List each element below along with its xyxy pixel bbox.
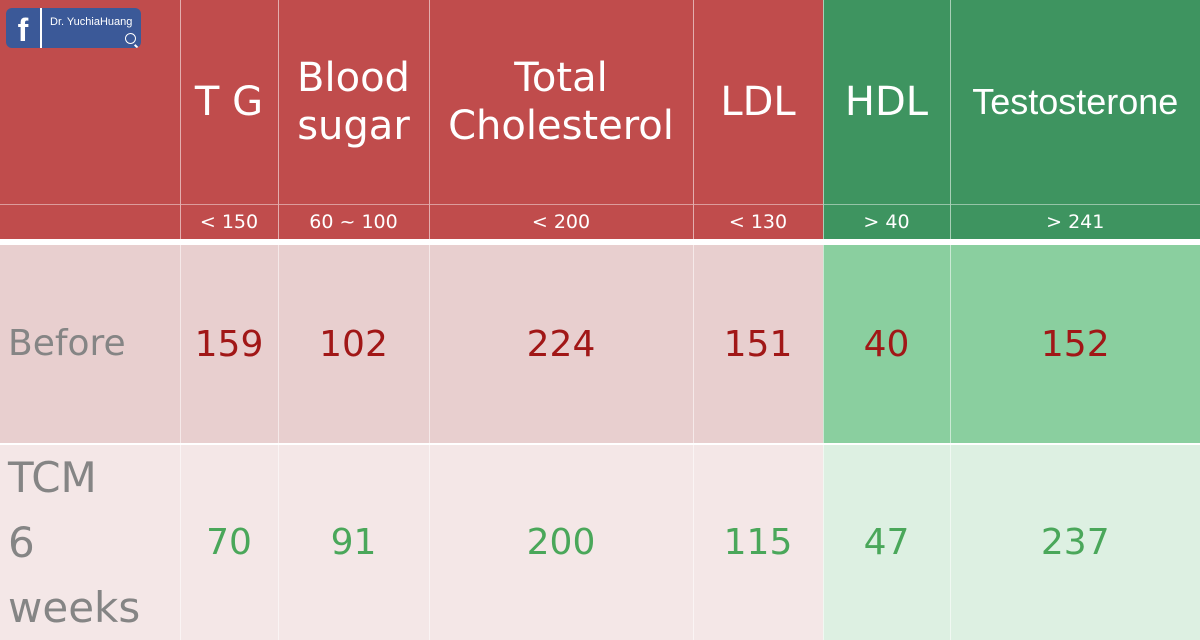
reference-ldl: < 130 bbox=[692, 204, 823, 239]
value-tcm-tg: 70 bbox=[179, 442, 278, 640]
header-testosterone: Testosterone bbox=[949, 0, 1200, 205]
reference-hdl: > 40 bbox=[822, 204, 950, 239]
header-label-line-2: Cholesterol bbox=[448, 103, 674, 149]
header-label: Testosterone bbox=[972, 81, 1179, 123]
header-row: T G Blood sugar Total Cholesterol LDL HD… bbox=[0, 0, 1200, 205]
header-tg: T G bbox=[179, 0, 278, 205]
header-label-line-1: Blood bbox=[297, 55, 410, 101]
reference-testosterone: > 241 bbox=[949, 204, 1200, 239]
reference-blood-sugar: 60 ~ 100 bbox=[277, 204, 429, 239]
row-label: Before bbox=[8, 323, 126, 365]
value-tcm-blood-sugar: 91 bbox=[277, 442, 429, 640]
facebook-logo-letter: f bbox=[17, 12, 29, 48]
header-label: LDL bbox=[720, 79, 796, 125]
row-label-before: Before bbox=[0, 245, 180, 444]
facebook-badge[interactable]: f Dr. YuchiaHuang bbox=[6, 8, 141, 48]
value-before-tg: 159 bbox=[179, 245, 278, 444]
value-before-testosterone: 152 bbox=[949, 245, 1200, 444]
badge-name: Dr. YuchiaHuang bbox=[50, 16, 133, 28]
header-label-line-2: sugar bbox=[297, 103, 410, 149]
header-label: HDL bbox=[844, 79, 929, 125]
reference-tg: < 150 bbox=[179, 204, 278, 239]
table-row-before: Before 159 102 224 151 40 152 bbox=[0, 245, 1200, 444]
value-tcm-total-cholesterol: 200 bbox=[428, 442, 693, 640]
separator-row bbox=[0, 239, 1200, 245]
header-total-cholesterol: Total Cholesterol bbox=[428, 0, 693, 205]
facebook-icon: f bbox=[6, 8, 42, 48]
header-blood-sugar: Blood sugar bbox=[277, 0, 429, 205]
value-before-total-cholesterol: 224 bbox=[428, 245, 693, 444]
reference-total-cholesterol: < 200 bbox=[428, 204, 693, 239]
row-label-tcm: TCM 6 weeks bbox=[0, 442, 180, 640]
search-icon bbox=[125, 33, 136, 44]
facebook-page-name: Dr. YuchiaHuang bbox=[42, 8, 141, 48]
value-before-blood-sugar: 102 bbox=[277, 245, 429, 444]
header-hdl: HDL bbox=[822, 0, 950, 205]
value-before-ldl: 151 bbox=[692, 245, 823, 444]
header-label-line-1: Total bbox=[514, 55, 608, 101]
row-label-line-2: 6 weeks bbox=[8, 518, 141, 633]
value-tcm-hdl: 47 bbox=[822, 442, 950, 640]
value-tcm-ldl: 115 bbox=[692, 442, 823, 640]
value-tcm-testosterone: 237 bbox=[949, 442, 1200, 640]
value-before-hdl: 40 bbox=[822, 245, 950, 444]
header-ldl: LDL bbox=[692, 0, 823, 205]
row-label-line-1: TCM bbox=[8, 453, 97, 502]
reference-corner bbox=[0, 204, 180, 239]
header-label: T G bbox=[194, 79, 264, 125]
reference-row: < 150 60 ~ 100 < 200 < 130 > 40 > 241 bbox=[0, 204, 1200, 239]
table-row-tcm: TCM 6 weeks 70 91 200 115 47 237 bbox=[0, 442, 1200, 640]
separator bbox=[0, 239, 1200, 245]
